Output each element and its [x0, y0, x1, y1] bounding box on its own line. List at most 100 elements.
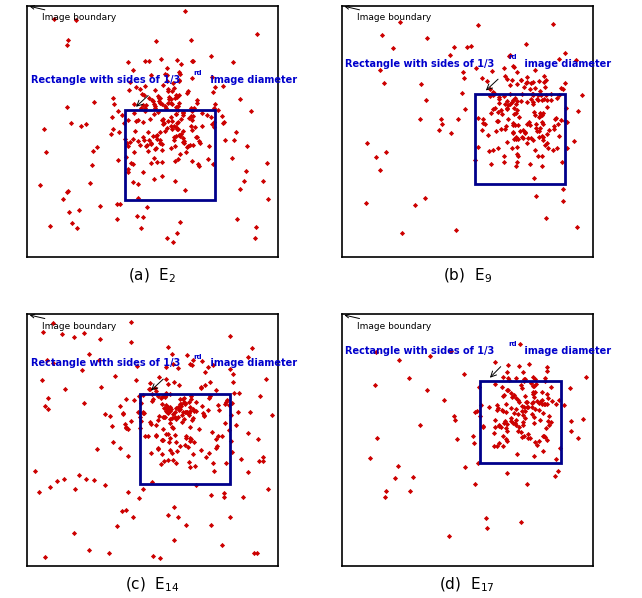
- Point: [543, 411, 553, 421]
- Point: [196, 108, 207, 118]
- Point: [516, 96, 526, 106]
- Point: [490, 127, 501, 136]
- Point: [526, 78, 537, 88]
- Point: [142, 140, 152, 150]
- Point: [519, 374, 529, 384]
- Point: [169, 93, 180, 103]
- Point: [148, 95, 158, 105]
- Point: [505, 388, 516, 398]
- Point: [195, 139, 205, 148]
- Point: [125, 137, 135, 147]
- Point: [534, 77, 544, 86]
- Point: [107, 112, 117, 122]
- Point: [150, 85, 160, 94]
- Point: [100, 480, 110, 490]
- Point: [572, 222, 582, 232]
- Point: [94, 334, 105, 344]
- Point: [536, 396, 546, 406]
- Point: [551, 399, 561, 408]
- Point: [422, 33, 432, 42]
- Point: [488, 145, 498, 155]
- Point: [446, 346, 456, 355]
- Point: [135, 398, 146, 408]
- Point: [64, 207, 74, 216]
- Point: [168, 409, 178, 419]
- Point: [172, 118, 182, 128]
- Point: [179, 393, 189, 402]
- Point: [518, 133, 528, 143]
- Point: [420, 193, 430, 203]
- Point: [200, 380, 210, 390]
- Point: [381, 147, 392, 157]
- Point: [538, 132, 548, 142]
- Point: [153, 443, 163, 453]
- Point: [187, 125, 198, 135]
- Point: [152, 108, 162, 117]
- Point: [42, 404, 53, 413]
- Point: [509, 62, 519, 72]
- Point: [205, 112, 216, 122]
- Point: [168, 359, 178, 369]
- Point: [186, 74, 196, 83]
- Point: [553, 131, 564, 141]
- Point: [562, 143, 573, 152]
- Text: Image boundary: Image boundary: [345, 5, 431, 22]
- Point: [159, 120, 169, 129]
- Point: [136, 223, 146, 233]
- Point: [168, 456, 178, 465]
- Text: rd: rd: [508, 341, 517, 347]
- Bar: [475, 94, 565, 184]
- Point: [527, 409, 537, 419]
- Point: [168, 78, 178, 88]
- Point: [376, 30, 386, 39]
- Point: [481, 513, 491, 523]
- Point: [263, 194, 273, 204]
- Point: [243, 352, 253, 361]
- Point: [143, 431, 153, 441]
- Point: [542, 129, 552, 139]
- Point: [476, 400, 486, 410]
- Point: [496, 109, 507, 119]
- Point: [187, 111, 198, 121]
- Point: [123, 115, 133, 125]
- Point: [134, 140, 144, 150]
- Point: [123, 142, 133, 151]
- Point: [129, 395, 139, 405]
- Point: [67, 219, 77, 228]
- Point: [527, 89, 537, 99]
- Point: [528, 97, 538, 106]
- Point: [209, 466, 219, 475]
- Point: [213, 105, 223, 114]
- Point: [502, 436, 512, 446]
- Point: [160, 103, 171, 112]
- Point: [231, 420, 241, 429]
- Point: [220, 419, 230, 428]
- Point: [566, 416, 577, 426]
- Point: [510, 393, 521, 403]
- Point: [542, 367, 552, 376]
- Point: [143, 135, 153, 144]
- Point: [35, 180, 46, 190]
- Point: [175, 132, 185, 141]
- Point: [191, 398, 201, 407]
- Point: [203, 405, 213, 415]
- Point: [534, 405, 544, 414]
- Point: [39, 124, 49, 133]
- Point: [177, 411, 187, 420]
- Point: [159, 413, 169, 422]
- Point: [169, 84, 179, 93]
- Point: [156, 393, 166, 402]
- Point: [539, 399, 550, 408]
- Point: [159, 118, 169, 128]
- Point: [473, 458, 483, 468]
- Point: [186, 35, 196, 44]
- Point: [157, 449, 167, 459]
- Point: [505, 50, 516, 60]
- Point: [542, 399, 552, 408]
- Point: [171, 109, 181, 118]
- Point: [487, 66, 497, 75]
- Point: [186, 360, 196, 370]
- Point: [146, 139, 157, 148]
- Point: [501, 399, 511, 408]
- Point: [126, 416, 136, 426]
